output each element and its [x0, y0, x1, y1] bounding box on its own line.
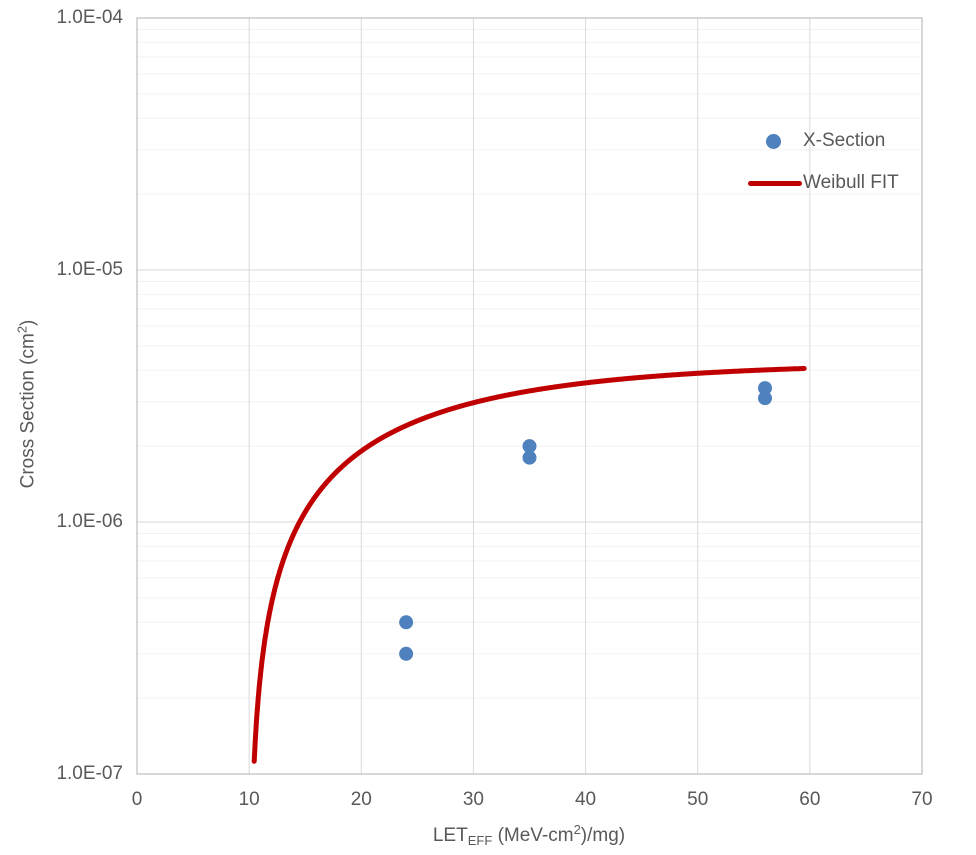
y-tick-label: 1.0E-05 [56, 259, 123, 280]
x-tick-label: 20 [350, 789, 372, 810]
y-tick-label: 1.0E-07 [56, 763, 123, 784]
x-tick-label: 30 [462, 789, 484, 810]
x-axis-title-subscript: EFF [467, 833, 493, 848]
legend-label-xsection: X-Section [803, 130, 886, 151]
y-axis-title-prefix: Cross Section (cm [17, 333, 39, 489]
y-tick-label: 1.0E-04 [56, 7, 123, 28]
x-axis-title: LETEFF (MeV-cm2)/mg) [433, 822, 625, 848]
x-section-data-point [758, 381, 772, 396]
minor-gridlines [137, 29, 922, 699]
x-section-data-point [399, 646, 414, 661]
x-section-data-point [758, 391, 772, 406]
y-axis-title: Cross Section (cm2) [15, 320, 40, 489]
y-tick-label: 1.0E-06 [56, 511, 123, 532]
x-tick-label: 70 [911, 789, 933, 810]
x-tick-label: 40 [574, 789, 597, 810]
weibull-fit-curve [251, 366, 807, 764]
y-axis-title-superscript: 2 [14, 325, 30, 334]
legend-weibull-marker-icon [748, 181, 802, 186]
x-section-data-point [399, 615, 414, 630]
plot-border [136, 17, 923, 775]
x-axis-title-prefix: LET [432, 825, 468, 846]
x-axis-title-mid: (MeV-cm [492, 825, 574, 846]
x-tick-label: 10 [238, 789, 260, 810]
x-tick-label: 50 [687, 789, 709, 810]
x-tick-label: 0 [131, 789, 143, 810]
x-axis-title-superscript: 2 [573, 822, 581, 837]
x-section-points [399, 381, 772, 661]
plot-border-rect [136, 17, 923, 775]
legend-xsection-marker-icon [766, 134, 781, 149]
x-section-data-point [522, 439, 537, 454]
legend-label-weibull: Weibull FIT [803, 172, 899, 193]
x-tick-label: 60 [799, 789, 821, 810]
weibull-fit-line [251, 366, 807, 764]
x-section-data-point [522, 450, 537, 465]
y-axis-title-suffix: ) [17, 319, 39, 326]
x-axis-title-suffix: )/mg) [580, 825, 626, 846]
